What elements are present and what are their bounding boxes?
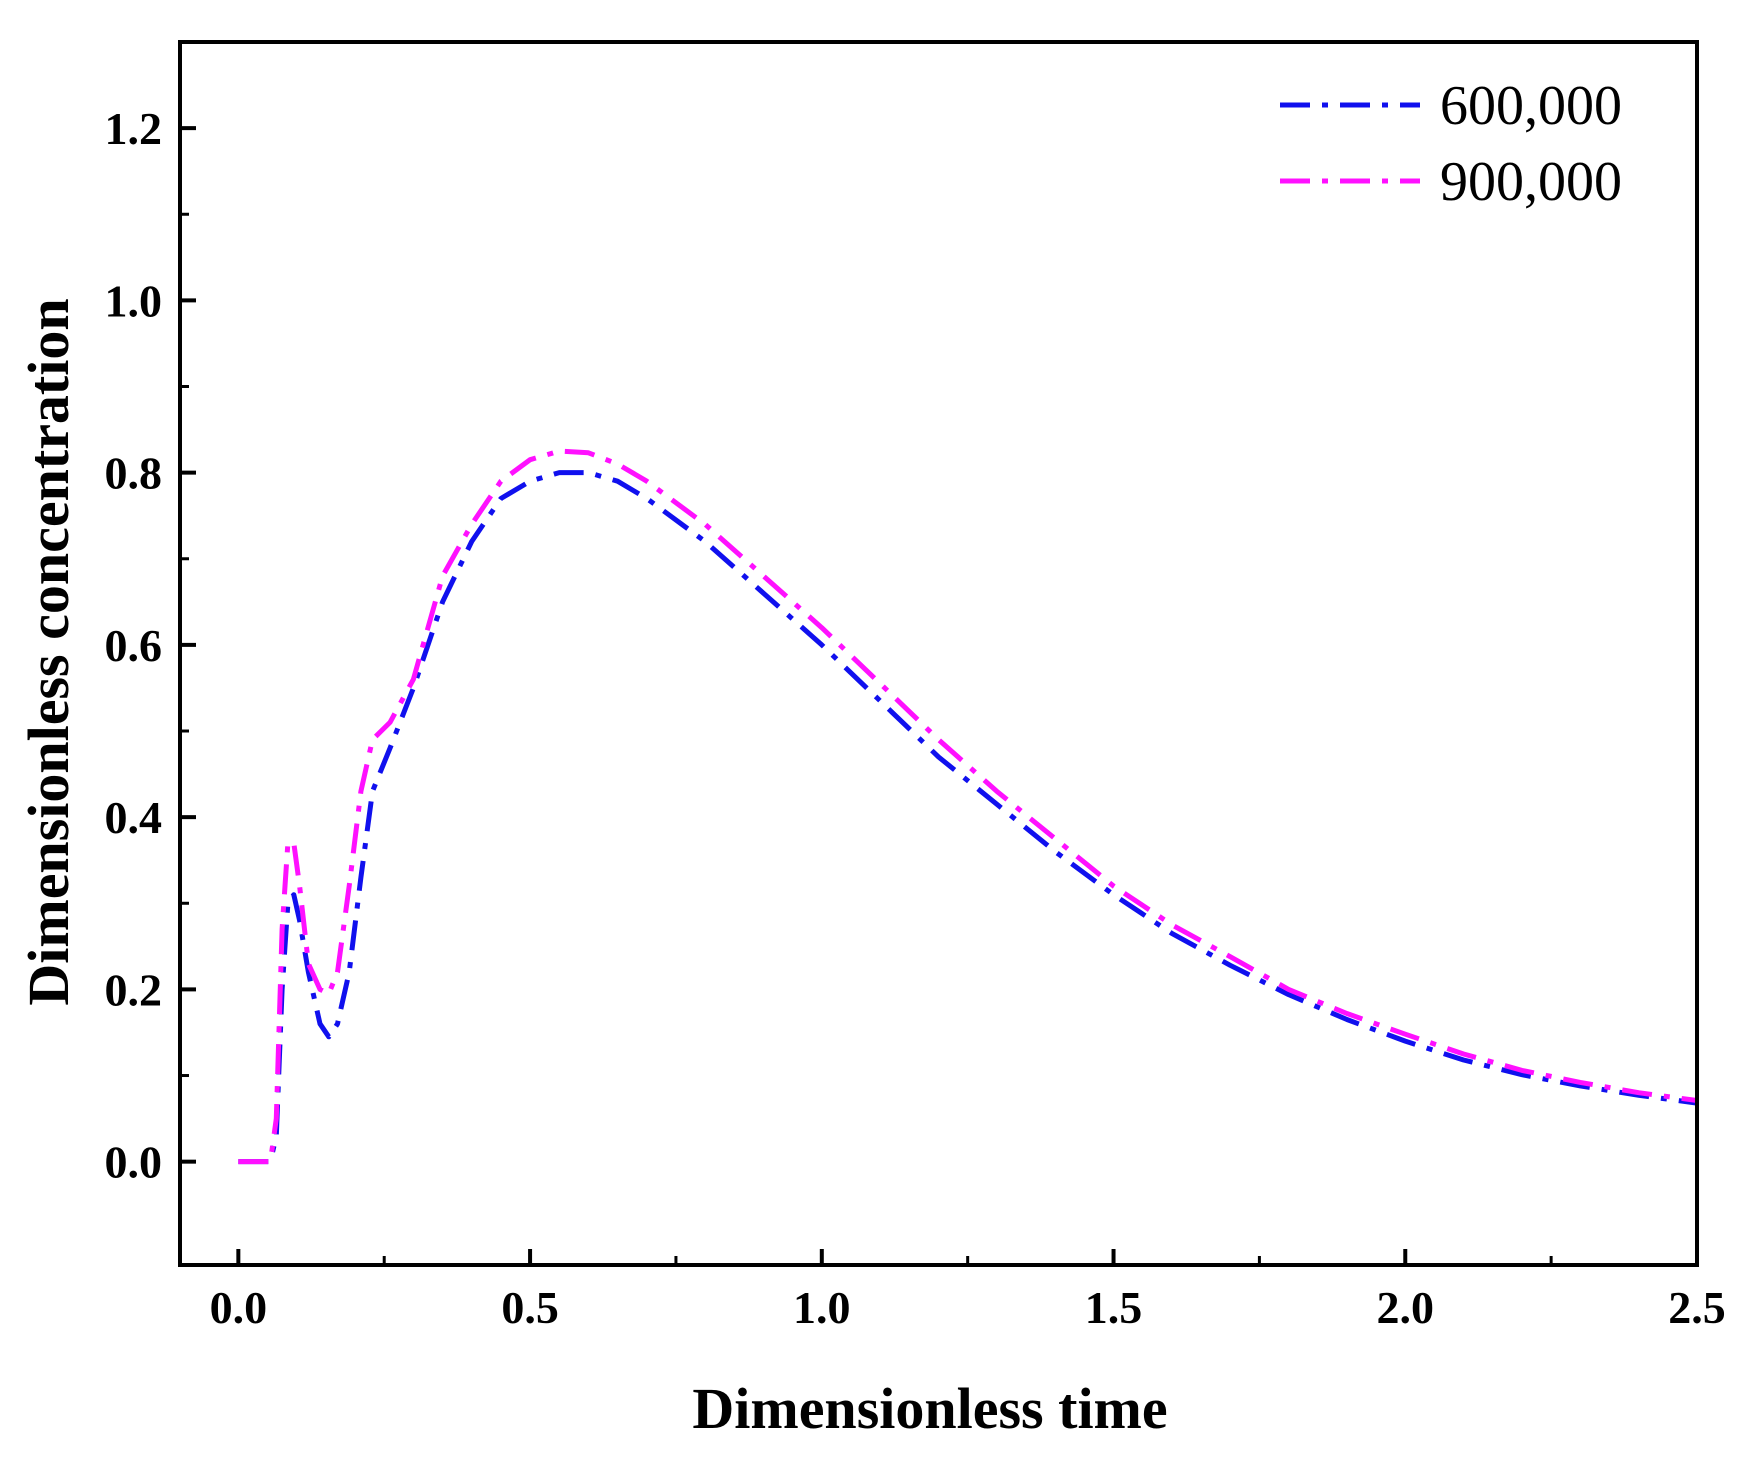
x-tick-label: 0.5 xyxy=(501,1282,559,1333)
series-line-1 xyxy=(238,470,1698,1165)
y-tick-label: 0.0 xyxy=(105,1137,163,1188)
y-tick-label: 1.2 xyxy=(105,103,163,154)
legend-label-2: 900,000 xyxy=(1440,151,1622,213)
x-axis-title: Dimensionless time xyxy=(692,1376,1167,1441)
series-line-2 xyxy=(238,448,1698,1165)
x-tick-label: 2.5 xyxy=(1668,1282,1726,1333)
plot-area xyxy=(238,448,1698,1165)
legend: 600,000 900,000 xyxy=(1280,75,1622,213)
plot-frame xyxy=(178,40,1699,1267)
x-tick-label: 2.0 xyxy=(1377,1282,1435,1333)
x-tick-label: 0.0 xyxy=(210,1282,268,1333)
legend-label-1: 600,000 xyxy=(1440,75,1622,137)
y-tick-label: 0.4 xyxy=(105,792,163,843)
y-tick-label: 0.2 xyxy=(105,964,163,1015)
x-tick-label: 1.5 xyxy=(1085,1282,1143,1333)
axes: 0.0 0.5 1.0 1.5 2.0 2.5 0.0 0.2 0.4 0.6 0.8 1.0 1.2 xyxy=(105,40,1726,1333)
y-tick-label: 0.6 xyxy=(105,620,163,671)
y-tick-label: 1.0 xyxy=(105,275,163,326)
x-tick-label: 1.0 xyxy=(793,1282,851,1333)
y-tick-label: 0.8 xyxy=(105,448,163,499)
y-axis-title: Dimensionless concentration xyxy=(16,298,81,1005)
